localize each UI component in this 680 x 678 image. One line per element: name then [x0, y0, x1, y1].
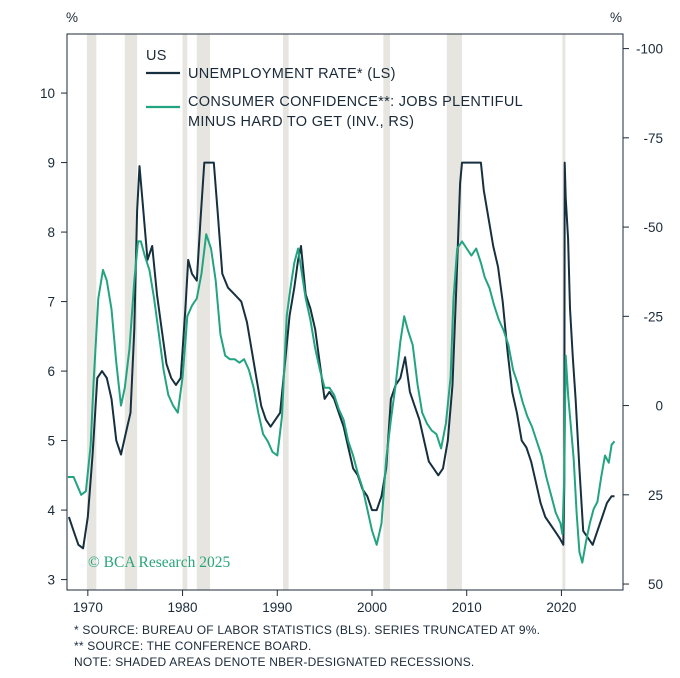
recession-band: [196, 34, 211, 590]
right-tick-label: -75: [643, 131, 663, 146]
x-axis: 1970 1980 1990 2000 2010 2020: [73, 590, 576, 615]
x-tick-label: 2020: [546, 600, 576, 615]
right-tick-label: 50: [648, 577, 663, 592]
legend-label-confidence-1: CONSUMER CONFIDENCE**: JOBS PLENTIFUL: [188, 94, 523, 110]
recession-band: [124, 34, 138, 590]
recession-band: [282, 34, 289, 590]
legend: US UNEMPLOYMENT RATE* (LS) CONSUMER CONF…: [146, 48, 523, 130]
footnote-conference-board: ** SOURCE: THE CONFERENCE BOARD.: [74, 639, 312, 653]
footnote-bls: * SOURCE: BUREAU OF LABOR STATISTICS (BL…: [74, 623, 541, 637]
left-tick-label: 5: [47, 434, 55, 449]
footnotes: * SOURCE: BUREAU OF LABOR STATISTICS (BL…: [74, 622, 540, 670]
legend-title: US: [146, 48, 167, 64]
right-tick-label: -50: [643, 220, 663, 235]
right-axis: -100 -75 -50 -25 0 25 50: [623, 42, 663, 592]
recession-band: [383, 34, 390, 590]
x-tick-label: 2010: [452, 600, 482, 615]
right-tick-label: -100: [636, 42, 663, 57]
x-tick-label: 2000: [357, 600, 387, 615]
left-axis: 3 4 5 6 7 8 9 10: [40, 86, 67, 588]
x-tick-label: 1990: [262, 600, 292, 615]
left-tick-label: 9: [47, 156, 55, 171]
chart-svg: 3 4 5 6 7 8 9 10 -100 -75 -50 -25 0 25 50 1970 1980 199…: [40, 10, 663, 615]
legend-label-unemployment: UNEMPLOYMENT RATE* (LS): [188, 66, 396, 82]
right-tick-label: 0: [655, 399, 663, 414]
series-lines: [67, 161, 616, 564]
plot-frame: [66, 33, 624, 591]
right-tick-label: 25: [648, 488, 663, 503]
x-tick-label: 1970: [73, 600, 103, 615]
recession-band: [86, 34, 97, 590]
watermark: © BCA Research 2025: [88, 554, 230, 571]
left-tick-label: 4: [47, 503, 55, 518]
left-tick-label: 8: [47, 225, 55, 240]
left-tick-label: 10: [40, 86, 55, 101]
x-tick-label: 1980: [168, 600, 198, 615]
right-axis-unit: %: [610, 10, 622, 25]
right-tick-label: -25: [643, 309, 663, 324]
series-line-unemployment: [67, 161, 615, 550]
left-axis-unit: %: [66, 10, 78, 25]
legend-label-confidence-2: MINUS HARD TO GET (INV., RS): [188, 114, 414, 130]
footnote-recessions: NOTE: SHADED AREAS DENOTE NBER-DESIGNATE…: [74, 655, 475, 669]
left-tick-label: 6: [47, 364, 55, 379]
left-tick-label: 7: [47, 295, 55, 310]
series-line-confidence: [67, 233, 616, 564]
left-tick-label: 3: [47, 573, 55, 588]
